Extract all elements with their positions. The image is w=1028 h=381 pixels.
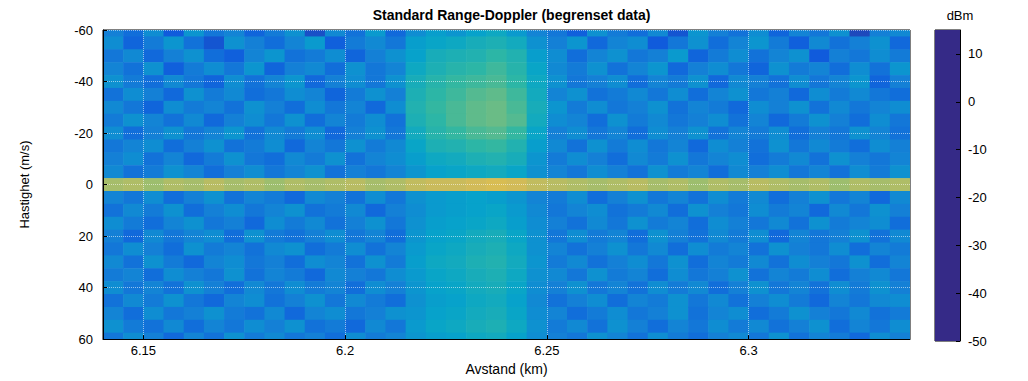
svg-text:Hastighet (m/s): Hastighet (m/s) bbox=[17, 140, 32, 228]
svg-text:-40: -40 bbox=[74, 74, 93, 89]
svg-text:dBm: dBm bbox=[947, 8, 974, 23]
svg-text:-50: -50 bbox=[968, 334, 987, 349]
svg-text:Standard Range-Doppler (begren: Standard Range-Doppler (begrenset data) bbox=[373, 7, 651, 23]
svg-text:Avstand (km): Avstand (km) bbox=[465, 361, 547, 377]
svg-text:0: 0 bbox=[86, 177, 93, 192]
svg-text:6.15: 6.15 bbox=[131, 343, 156, 358]
svg-text:-20: -20 bbox=[968, 190, 987, 205]
svg-text:20: 20 bbox=[79, 229, 93, 244]
svg-text:6.25: 6.25 bbox=[534, 343, 559, 358]
svg-text:0: 0 bbox=[968, 94, 975, 109]
svg-text:6.3: 6.3 bbox=[740, 343, 758, 358]
svg-text:60: 60 bbox=[79, 332, 93, 347]
svg-text:6.2: 6.2 bbox=[336, 343, 354, 358]
svg-text:10: 10 bbox=[968, 46, 982, 61]
svg-text:-60: -60 bbox=[74, 23, 93, 38]
svg-text:-20: -20 bbox=[74, 126, 93, 141]
svg-text:-40: -40 bbox=[968, 286, 987, 301]
svg-text:-30: -30 bbox=[968, 238, 987, 253]
svg-text:40: 40 bbox=[79, 280, 93, 295]
svg-text:-10: -10 bbox=[968, 142, 987, 157]
